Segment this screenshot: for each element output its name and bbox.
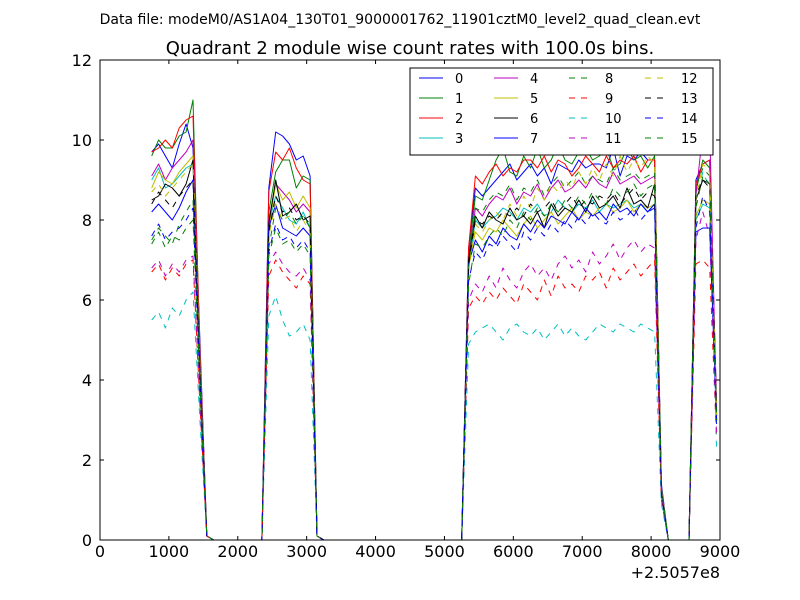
legend-label-13: 13 [681, 92, 698, 107]
series-line-14 [151, 195, 718, 540]
y-tick-label: 0 [82, 531, 92, 550]
x-tick-label: 1000 [149, 542, 190, 561]
legend-label-11: 11 [605, 132, 622, 147]
x-tick-label: 8000 [631, 542, 672, 561]
series-line-11 [151, 211, 718, 540]
x-offset-label: +2.5057e8 [631, 563, 720, 582]
legend-label-7: 7 [530, 132, 538, 147]
legend-label-8: 8 [605, 72, 613, 87]
legend-label-15: 15 [681, 132, 698, 147]
x-tick-label: 6000 [493, 542, 534, 561]
legend-label-0: 0 [455, 72, 463, 87]
series-line-2 [151, 115, 718, 540]
series-line-4 [151, 127, 718, 540]
plot-series-layer [151, 99, 718, 540]
y-tick-label: 6 [82, 291, 92, 310]
series-line-1 [151, 99, 718, 540]
legend-label-5: 5 [530, 92, 538, 107]
axes: 0 1000 2000 3000 4000 5000 6000 7000 8000 9000 0 2 4… [72, 51, 741, 561]
legend-label-10: 10 [605, 112, 622, 127]
y-tick-label: 8 [82, 211, 92, 230]
y-tick-label: 2 [82, 451, 92, 470]
legend-label-2: 2 [455, 112, 463, 127]
legend-label-9: 9 [605, 92, 613, 107]
suptitle: Data file: modeM0/AS1A04_130T01_90000017… [100, 12, 701, 28]
chart-title: Quadrant 2 module wise count rates with … [166, 38, 655, 59]
x-tick-label: 3000 [286, 542, 327, 561]
legend-label-12: 12 [681, 72, 698, 87]
y-tick-label: 4 [82, 371, 92, 390]
x-tick-label: 4000 [355, 542, 396, 561]
x-tick-label: 7000 [562, 542, 603, 561]
legend-box [409, 67, 714, 156]
series-line-7 [151, 179, 718, 540]
x-tick-label: 9000 [700, 542, 741, 561]
series-line-10 [151, 171, 718, 540]
y-tick-label: 12 [72, 51, 92, 70]
legend-label-1: 1 [455, 92, 463, 107]
legend-label-4: 4 [530, 72, 538, 87]
x-tick-label: 0 [95, 542, 105, 561]
series-line-13 [151, 179, 718, 540]
series-line-5 [151, 155, 718, 540]
legend-label-3: 3 [455, 132, 463, 147]
y-tick-label: 10 [72, 131, 92, 150]
legend-label-6: 6 [530, 112, 538, 127]
x-tick-label: 5000 [424, 542, 465, 561]
x-tick-label: 2000 [217, 542, 258, 561]
legend-label-14: 14 [681, 112, 698, 127]
series-line-0 [151, 123, 718, 540]
